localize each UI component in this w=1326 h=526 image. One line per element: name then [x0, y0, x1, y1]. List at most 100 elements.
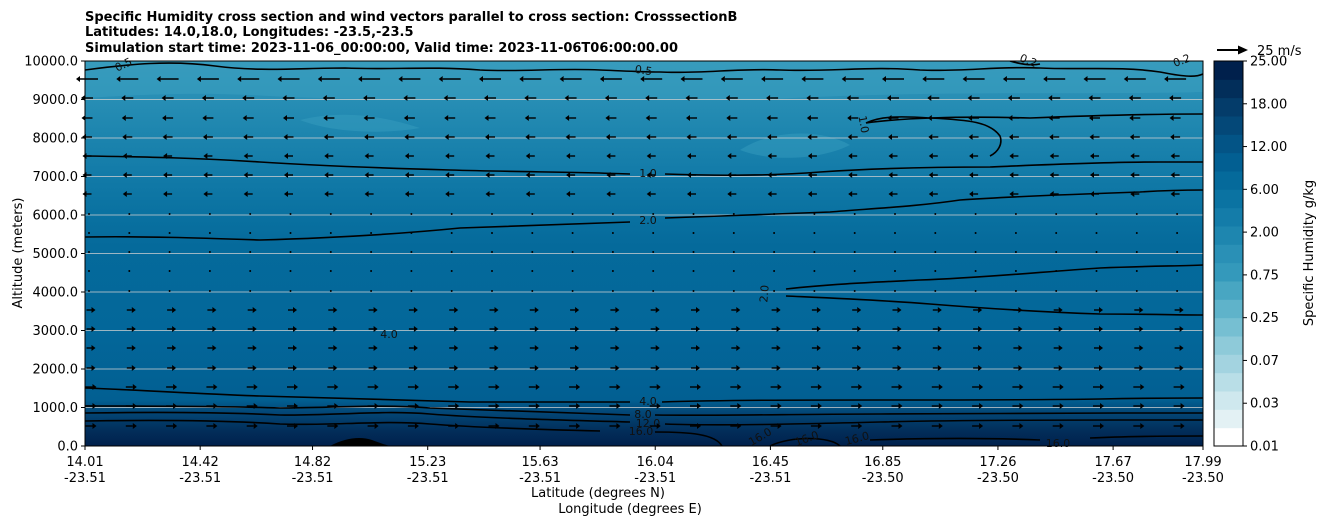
wind-vector-head — [816, 326, 821, 332]
wind-vector-head — [413, 345, 418, 351]
wind-vector — [611, 232, 614, 234]
wind-vector — [1095, 270, 1098, 272]
wind-vector-head — [656, 403, 661, 409]
wind-vector-head — [656, 423, 661, 429]
wind-vector-head — [438, 76, 443, 82]
x-tick-label-lat: 17.67 — [1095, 455, 1132, 470]
wind-vector-head — [1179, 326, 1184, 332]
wind-vector-head — [333, 345, 338, 351]
wind-vector-head — [777, 403, 782, 409]
wind-vector — [491, 290, 493, 292]
wind-vector — [853, 213, 856, 215]
wind-vector-head — [252, 307, 257, 313]
wind-vector-head — [454, 345, 459, 351]
wind-vector-head — [525, 153, 530, 159]
wind-vector — [732, 251, 735, 253]
wind-vector — [934, 251, 937, 253]
colorbar-segment — [1214, 152, 1243, 172]
wind-vector-head — [655, 365, 660, 371]
wind-vector — [652, 290, 655, 292]
wind-vector — [773, 232, 776, 234]
wind-vector-head — [92, 423, 97, 429]
x-tick-label-lat: 16.85 — [864, 455, 901, 470]
wind-vector — [370, 251, 373, 253]
wind-vector-head — [283, 134, 288, 140]
wind-vector — [491, 213, 493, 215]
wind-vector — [88, 251, 90, 253]
wind-vector-head — [91, 326, 96, 332]
wind-vector-head — [172, 365, 177, 371]
wind-vector-head — [1180, 403, 1185, 409]
contour-label: 12.0 — [636, 417, 661, 430]
wind-vector — [571, 270, 574, 272]
wind-vector-head — [252, 365, 257, 371]
contour-label: 16.0 — [1046, 437, 1071, 450]
wind-vector-head — [1058, 326, 1063, 332]
wind-vector — [974, 290, 977, 292]
wind-vector-head — [212, 326, 217, 332]
wind-vector-head — [817, 423, 822, 429]
wind-vector-head — [897, 365, 902, 371]
y-axis: 0.0 1000.0 2000.0 3000.0 4000.0 5000.0 6000.0 7… — [24, 55, 85, 455]
wind-vector-head — [116, 76, 121, 82]
colorbar-segment — [1214, 281, 1243, 300]
wind-vector-head — [1058, 365, 1063, 371]
wind-vector-head — [726, 115, 731, 121]
wind-vector-head — [1130, 172, 1135, 178]
wind-vector — [289, 270, 292, 272]
wind-vector — [168, 232, 171, 234]
wind-vector-head — [776, 365, 781, 371]
wind-vector-head — [646, 172, 651, 178]
wind-vector-head — [655, 345, 660, 351]
wind-vector-head — [1130, 153, 1135, 159]
wind-vector-head — [212, 365, 217, 371]
wind-vector-head — [455, 384, 460, 390]
wind-vector — [813, 290, 816, 292]
wind-vector-head — [413, 307, 418, 313]
colorbar-segment — [1214, 134, 1243, 154]
y-tick-label: 5000.0 — [33, 247, 79, 262]
wind-vector — [934, 213, 937, 215]
chart-title-line-3: Simulation start time: 2023-11-06_00:00:… — [85, 41, 678, 56]
y-gridlines — [85, 99, 1203, 408]
wind-vector-head — [1100, 384, 1104, 390]
wind-vector — [1014, 251, 1017, 253]
wind-vector — [853, 270, 856, 272]
x-tick-label-lat: 16.45 — [752, 455, 789, 470]
wind-vector-head — [846, 95, 851, 101]
wind-vector-head — [737, 403, 742, 409]
wind-vector-head — [1090, 191, 1094, 197]
wind-vector-head — [576, 384, 581, 390]
wind-vector-head — [1059, 403, 1064, 409]
wind-vector-head — [1140, 384, 1145, 390]
wind-vector-head — [163, 172, 168, 178]
colorbar-segment — [1214, 391, 1243, 410]
wind-vector-head — [1164, 76, 1169, 82]
wind-vector-head — [858, 384, 863, 390]
wind-vector-head — [162, 115, 167, 121]
wind-vector — [1014, 232, 1017, 234]
wind-vector-head — [454, 365, 459, 371]
colorbar-frame — [1213, 60, 1244, 447]
wind-vector-head — [604, 95, 609, 101]
wind-vector-head — [1140, 423, 1145, 429]
wind-vector-head — [479, 76, 483, 82]
wind-vector-head — [1170, 134, 1175, 140]
wind-vector — [370, 232, 373, 234]
wind-vector-head — [696, 326, 700, 332]
wind-vector — [410, 251, 413, 253]
wind-vector — [410, 232, 413, 234]
wind-vector — [974, 232, 977, 234]
wind-vector — [128, 213, 131, 215]
wind-vector-head — [1007, 95, 1012, 101]
wind-vector-head — [524, 95, 529, 101]
wind-vector-head — [485, 134, 489, 140]
wind-vector-head — [363, 95, 368, 101]
wind-vector-head — [616, 384, 621, 390]
wind-vector — [1055, 270, 1058, 272]
wind-vector-head — [494, 345, 499, 351]
wind-vector-head — [736, 326, 741, 332]
wind-vector-head — [1090, 153, 1094, 159]
wind-vector-head — [1019, 384, 1024, 390]
wind-vector-head — [243, 134, 248, 140]
